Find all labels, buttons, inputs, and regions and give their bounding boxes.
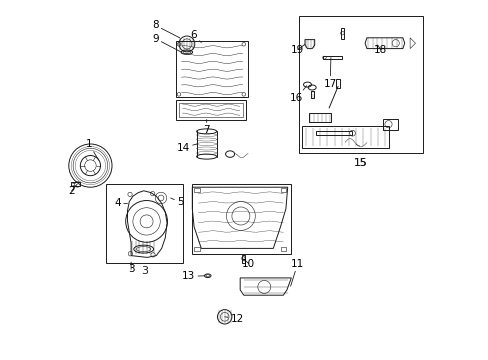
Text: 10: 10 (242, 258, 255, 269)
Text: 5: 5 (170, 197, 183, 207)
Text: 13: 13 (182, 271, 204, 282)
Text: 7: 7 (203, 120, 209, 135)
Bar (71, 182, 80, 186)
Text: 15: 15 (353, 158, 366, 168)
Text: 1: 1 (85, 139, 99, 160)
Bar (302, 126, 387, 148)
Text: 8: 8 (152, 20, 179, 38)
Text: 3: 3 (141, 266, 147, 276)
Text: 2: 2 (68, 184, 77, 196)
Bar (194, 247, 200, 251)
Bar (192, 184, 291, 254)
Text: 6: 6 (190, 30, 201, 42)
Bar (280, 188, 285, 192)
Bar (106, 184, 183, 263)
Text: 19: 19 (290, 44, 305, 55)
Bar (280, 247, 285, 251)
Bar (176, 41, 247, 97)
Text: 16: 16 (289, 86, 306, 103)
Bar (298, 16, 422, 153)
Text: 4: 4 (114, 198, 127, 208)
Text: 9: 9 (152, 33, 181, 52)
Bar (309, 113, 330, 122)
Bar (241, 255, 244, 263)
Text: 15: 15 (353, 158, 366, 168)
Bar (176, 100, 246, 120)
Text: 18: 18 (373, 45, 386, 55)
Text: 17: 17 (323, 58, 336, 89)
Text: 3: 3 (127, 262, 134, 274)
Text: 14: 14 (176, 143, 197, 153)
Text: 11: 11 (290, 258, 304, 286)
Text: 12: 12 (224, 314, 244, 324)
Bar (382, 119, 397, 130)
Bar (179, 103, 243, 117)
Bar (340, 28, 343, 39)
Bar (310, 91, 313, 98)
Bar (335, 79, 339, 88)
Bar (316, 131, 352, 135)
Bar (194, 188, 200, 192)
